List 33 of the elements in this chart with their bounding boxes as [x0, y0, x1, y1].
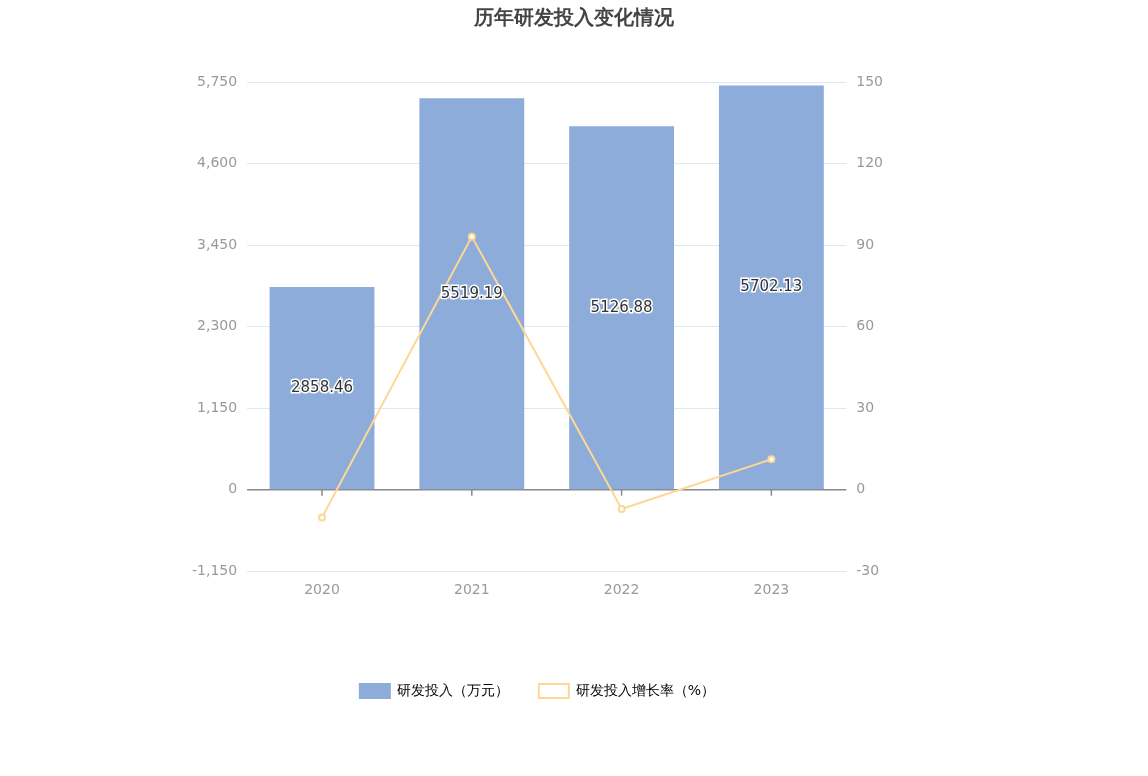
bar [269, 287, 375, 490]
y-tick-label: 2,300 [197, 317, 238, 334]
x-tick-label: 2022 [603, 581, 640, 598]
point [467, 232, 476, 241]
x-tick-label: 2021 [453, 581, 490, 598]
point [617, 504, 626, 513]
point [318, 513, 327, 522]
y-tick-label: 4,600 [197, 154, 238, 171]
y2-tick-label: 60 [856, 317, 875, 334]
bar [718, 85, 824, 490]
y-tick-label: 3,450 [197, 235, 238, 252]
y2-tick-label: 0 [856, 480, 866, 497]
legend-label: 研发投入增长率（%） [575, 681, 716, 698]
y-tick-label: -1,150 [191, 561, 238, 578]
y2-tick-label: 150 [856, 72, 884, 89]
y2-tick-label: 30 [856, 398, 875, 415]
bar [569, 126, 675, 490]
x-tick-label: 2023 [753, 581, 790, 598]
data-label: 5702.13 [740, 277, 803, 296]
data-label: 2858.46 [291, 377, 354, 396]
data-label: 5126.88 [590, 297, 653, 316]
y-tick-label: 1,150 [197, 398, 238, 415]
legend-label: 研发投入（万元） [396, 681, 509, 698]
bar [419, 98, 525, 490]
data-label: 5519.19 [440, 283, 503, 302]
y2-tick-label: 120 [856, 154, 884, 171]
y-tick-label: 5,750 [197, 72, 238, 89]
chart-title: 历年研发投入变化情况 [473, 4, 675, 31]
point [767, 455, 776, 464]
y-tick-label: 0 [228, 480, 238, 497]
y2-tick-label: -30 [856, 561, 880, 578]
y2-tick-label: 90 [856, 235, 875, 252]
x-tick-label: 2020 [304, 581, 340, 598]
